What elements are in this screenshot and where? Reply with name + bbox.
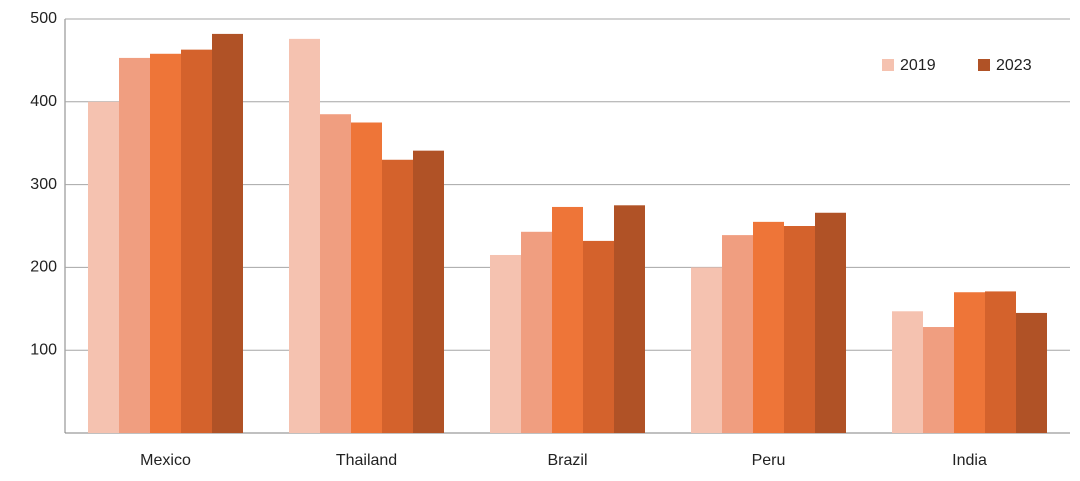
bar	[150, 53, 181, 433]
bar	[784, 226, 815, 433]
y-tick-label: 100	[30, 341, 57, 358]
bar	[985, 291, 1016, 433]
bar	[351, 122, 382, 433]
x-tick-label: Brazil	[547, 452, 587, 469]
x-tick-label: Peru	[752, 452, 786, 469]
y-tick-label: 500	[30, 10, 57, 27]
x-tick-label: India	[952, 452, 987, 469]
y-tick-label: 400	[30, 93, 57, 110]
bar	[1016, 312, 1047, 433]
legend-swatch	[978, 59, 990, 71]
bar	[382, 159, 413, 433]
bar	[722, 235, 753, 433]
bar	[923, 327, 954, 433]
legend-swatch	[882, 59, 894, 71]
bar	[954, 292, 985, 433]
bar	[552, 206, 583, 433]
x-tick-label: Mexico	[140, 452, 191, 469]
bar	[614, 205, 645, 433]
bar	[181, 49, 212, 434]
bar	[691, 267, 722, 433]
bar	[815, 212, 846, 433]
bar	[583, 240, 614, 433]
legend-label: 2019	[900, 57, 936, 74]
bar	[490, 254, 521, 433]
bar	[88, 101, 119, 434]
bar	[753, 221, 784, 433]
legend-label: 2023	[996, 57, 1032, 74]
y-tick-label: 200	[30, 259, 57, 276]
bar	[413, 150, 444, 434]
bar	[119, 57, 150, 433]
bar	[892, 311, 923, 433]
bar	[320, 114, 351, 433]
bar	[212, 33, 243, 434]
y-tick-label: 300	[30, 176, 57, 193]
x-tick-label: Thailand	[336, 452, 397, 469]
bar	[521, 231, 552, 433]
bar	[289, 38, 320, 433]
